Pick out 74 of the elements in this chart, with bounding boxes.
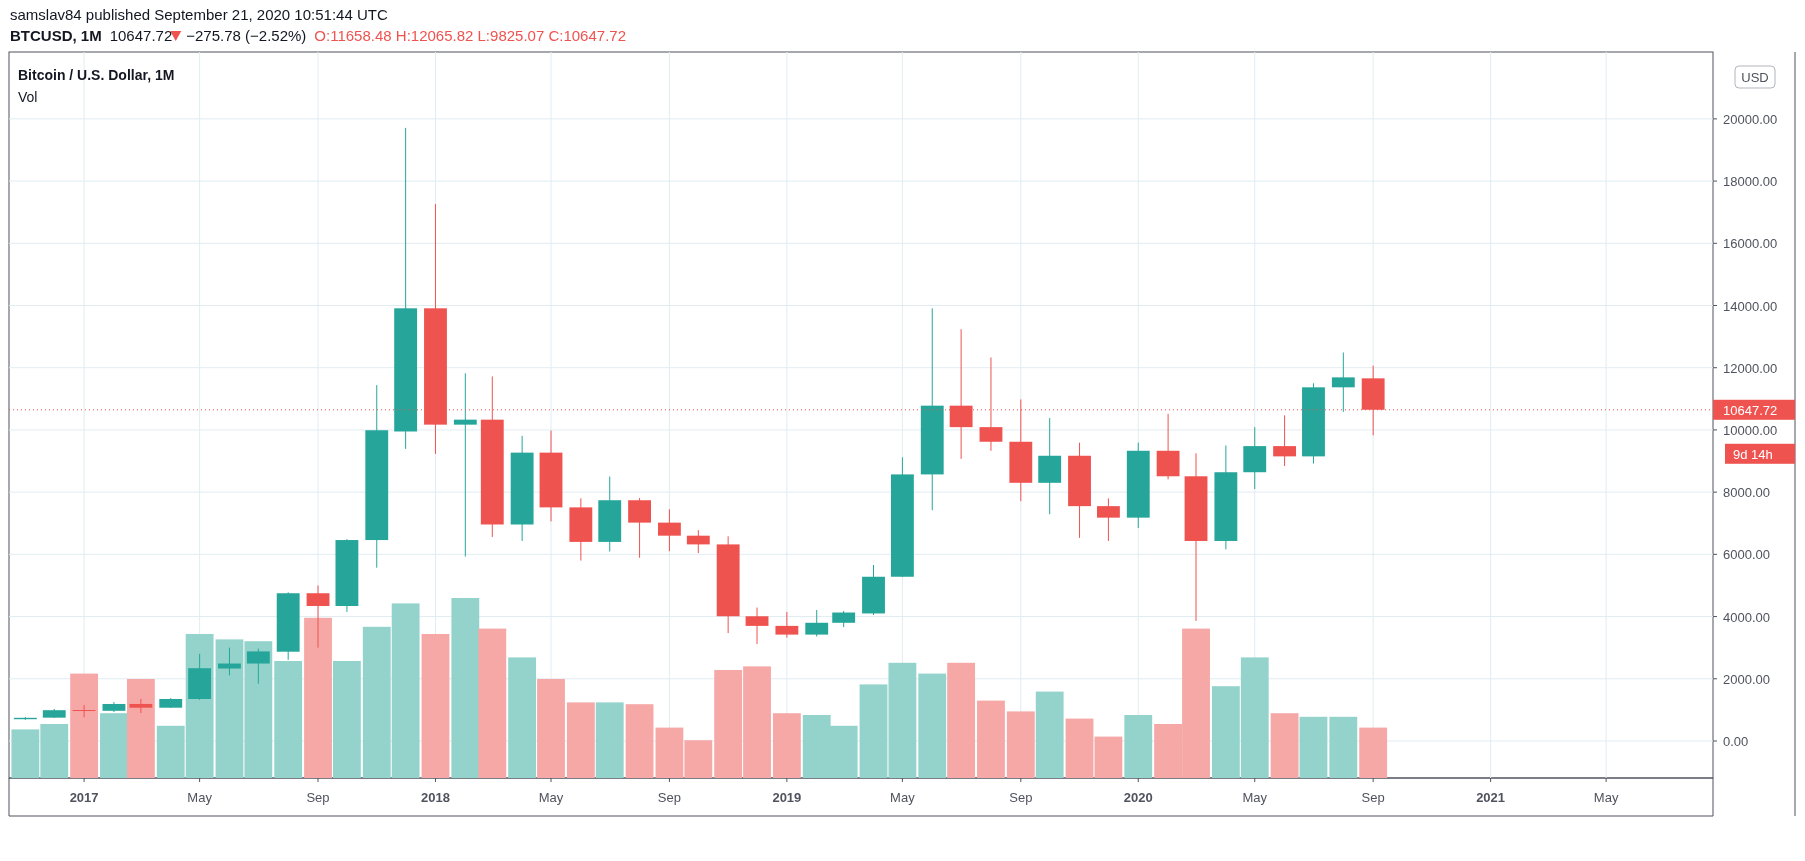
bar bbox=[1359, 727, 1388, 778]
bar bbox=[1329, 716, 1358, 778]
x-tick-label: May bbox=[1242, 790, 1268, 805]
y-tick-label: 4000.00 bbox=[1723, 609, 1770, 625]
bar bbox=[508, 657, 537, 778]
y-tick-label: 16000.00 bbox=[1723, 236, 1778, 252]
candlestick bbox=[1331, 351, 1355, 413]
bar bbox=[947, 662, 976, 778]
candlestick bbox=[1273, 414, 1297, 467]
y-tick-label: 14000.00 bbox=[1723, 298, 1778, 314]
bar bbox=[595, 702, 624, 778]
x-tick-label: May bbox=[890, 790, 916, 805]
candlestick bbox=[686, 529, 710, 554]
y-tick-label: 0.00 bbox=[1723, 733, 1749, 749]
y-tick-label: 10000.00 bbox=[1723, 422, 1778, 438]
candlestick bbox=[745, 607, 769, 645]
bar bbox=[1035, 691, 1064, 778]
bar bbox=[478, 628, 507, 778]
bar bbox=[566, 702, 595, 778]
candlestick bbox=[657, 508, 681, 552]
candlestick bbox=[805, 609, 829, 637]
x-tick-label: May bbox=[1593, 790, 1619, 805]
bar bbox=[1124, 715, 1153, 778]
bar bbox=[70, 673, 99, 778]
y-tick-label: 12000.00 bbox=[1723, 360, 1778, 376]
candlestick bbox=[775, 611, 799, 639]
candlestick bbox=[453, 372, 477, 558]
candlestick bbox=[218, 647, 241, 676]
text: 9d 14h bbox=[1733, 446, 1773, 462]
candlestick bbox=[1096, 497, 1120, 542]
x-tick-label: 2020 bbox=[1123, 790, 1153, 805]
y-tick-label: 2000.00 bbox=[1723, 671, 1770, 687]
text: O:11658.48 H:12065.82 L:9825.07 C:10647.72 bbox=[314, 27, 626, 44]
x-tick-label: Sep bbox=[1009, 790, 1033, 805]
x-tick-label: 2021 bbox=[1476, 790, 1506, 805]
bar bbox=[977, 700, 1005, 778]
text: 10647.72 bbox=[109, 27, 173, 44]
y-tick-label: 8000.00 bbox=[1723, 485, 1770, 501]
bar bbox=[332, 661, 361, 778]
x-tick-label: 2018 bbox=[421, 790, 450, 805]
x-tick-label: 2019 bbox=[772, 790, 802, 805]
bar bbox=[100, 713, 128, 778]
y-tick-label: 18000.00 bbox=[1723, 174, 1778, 190]
x-tick-label: Sep bbox=[657, 790, 681, 805]
ref-line-label: 10647.72 bbox=[1723, 402, 1778, 418]
text: BTCUSD, 1M bbox=[10, 27, 102, 44]
candlestick bbox=[628, 497, 651, 559]
bar bbox=[772, 713, 801, 778]
x-tick-label: May bbox=[538, 790, 564, 805]
bar bbox=[918, 673, 947, 778]
bar bbox=[1299, 716, 1328, 778]
candlestick bbox=[129, 698, 153, 714]
x-tick-label: Sep bbox=[306, 790, 330, 805]
bar bbox=[421, 634, 450, 778]
bar bbox=[274, 661, 303, 778]
bar bbox=[1006, 711, 1035, 778]
candlestick bbox=[72, 704, 96, 718]
candlestick bbox=[246, 648, 270, 685]
y-tick-label: 6000.00 bbox=[1723, 547, 1770, 563]
x-tick-label: 2017 bbox=[69, 790, 99, 805]
text: Bitcoin / U.S. Dollar, 1M bbox=[18, 67, 175, 83]
text: USD bbox=[1741, 70, 1769, 85]
x-tick-label: May bbox=[187, 790, 213, 805]
y-tick-label: 20000.00 bbox=[1723, 111, 1778, 127]
bar bbox=[126, 679, 155, 778]
bar bbox=[451, 598, 480, 778]
chart-title: Vol bbox=[18, 89, 38, 105]
bar bbox=[1270, 713, 1299, 778]
text: samslav84 published September 21, 2020 10:51:44 UTC bbox=[10, 6, 388, 23]
text: −275.78 (−2.52%) bbox=[186, 27, 307, 44]
bar bbox=[537, 679, 565, 778]
x-tick-label: Sep bbox=[1361, 790, 1385, 805]
bar bbox=[304, 617, 332, 778]
bar bbox=[625, 704, 654, 778]
